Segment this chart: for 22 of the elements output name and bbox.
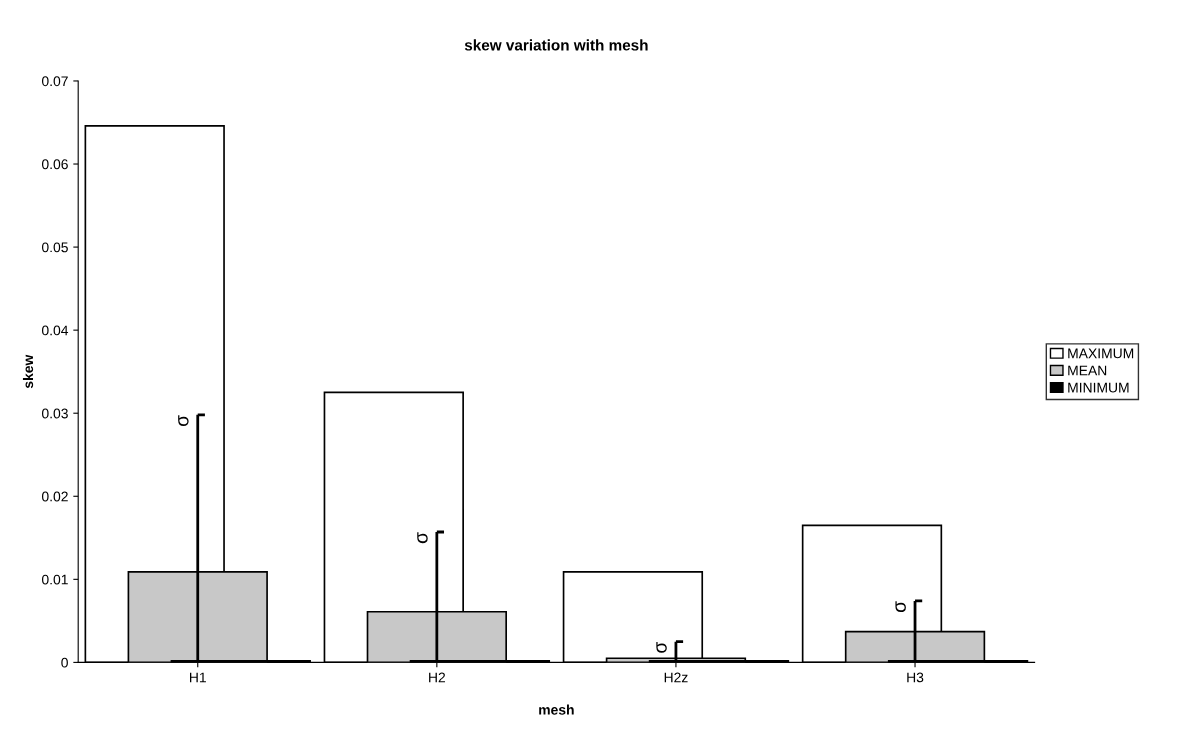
annotation: σ (656, 641, 667, 653)
legend-label: MINIMUM (1068, 382, 1129, 393)
legend-label: MEAN (1068, 365, 1107, 376)
y-tick-label: 0.07 (41, 76, 68, 87)
x-tick-label: H1 (190, 672, 206, 683)
annotation: σ (417, 532, 428, 544)
y-axis-title: skew (22, 354, 34, 389)
y-tick-label: 0.06 (41, 159, 68, 170)
annotation: σ (178, 415, 189, 427)
annotation: σ (895, 601, 906, 613)
y-tick-label: 0.03 (41, 408, 68, 419)
x-tick-label: H3 (907, 672, 924, 683)
y-tick-label: 0.01 (41, 574, 68, 585)
y-tick-label: 0.04 (41, 325, 69, 336)
x-tick-label: H2z (664, 672, 688, 683)
legend-label: MAXIMUM (1068, 348, 1134, 359)
y-tick-label: 0.05 (41, 242, 68, 253)
y-tick-label: 0 (61, 657, 68, 668)
y-tick-label: 0.02 (41, 491, 68, 502)
x-tick-label: H2 (429, 672, 446, 683)
chart-title: skew variation with mesh (464, 39, 648, 51)
x-axis-title: mesh (539, 704, 574, 715)
